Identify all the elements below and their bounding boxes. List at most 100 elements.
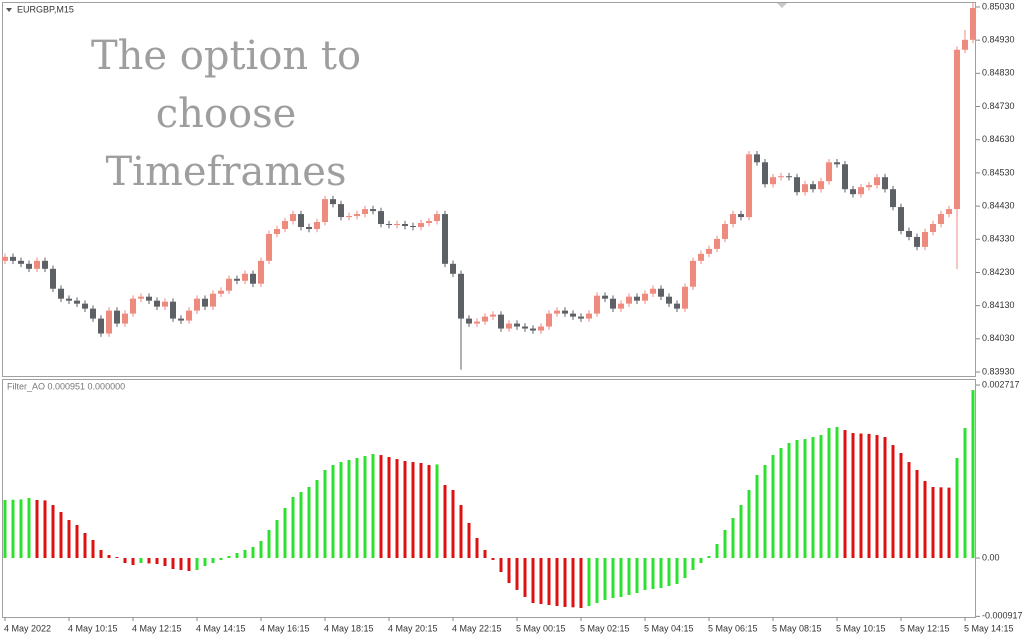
candle-body [906, 230, 912, 237]
candle-body [122, 313, 128, 324]
histogram-bar [827, 428, 831, 558]
y-tick-label: 0.84430 [982, 200, 1015, 210]
candle-body [530, 328, 536, 331]
histogram-bar [555, 557, 559, 606]
histogram-bar [363, 456, 367, 558]
candle-body [962, 39, 968, 50]
candle-body [146, 296, 152, 301]
histogram-bar [867, 433, 871, 558]
histogram-bar [971, 390, 975, 558]
candle-body [42, 260, 48, 269]
histogram-bar [275, 519, 279, 558]
candle-body [674, 303, 680, 309]
candle-body [826, 162, 832, 182]
histogram-bar [763, 465, 767, 558]
histogram-bar [83, 532, 87, 558]
candle-body [594, 295, 600, 314]
candle-body [434, 214, 440, 222]
histogram-bar [451, 490, 455, 558]
y-tick-label: 0.84130 [982, 300, 1015, 310]
histogram-bar [859, 433, 863, 558]
histogram-bar [387, 457, 391, 558]
histogram-bar [611, 557, 615, 598]
histogram-bar [427, 465, 431, 558]
candle-body [258, 260, 264, 284]
histogram-bar [331, 465, 335, 558]
candle-body [218, 290, 224, 294]
x-tick-label: 5 May 04:15 [644, 623, 694, 633]
candle-body [578, 316, 584, 319]
histogram-bar [835, 427, 839, 558]
histogram-bar [227, 556, 231, 558]
candle-body [306, 226, 312, 229]
candle-body [346, 216, 352, 218]
candle-body [514, 323, 520, 327]
histogram-bar [347, 460, 351, 558]
histogram-bar [371, 454, 375, 558]
candle-body [298, 214, 304, 227]
candle-body [50, 268, 56, 289]
candle-body [314, 222, 320, 229]
histogram-bar [51, 505, 55, 558]
candle-body [882, 177, 888, 190]
candle-body [778, 176, 784, 178]
histogram-bar [699, 557, 703, 564]
candle-body [722, 224, 728, 239]
candle-body [26, 263, 32, 269]
x-tick-label: 4 May 20:15 [388, 623, 438, 633]
y-tick-label: 0.84730 [982, 101, 1015, 111]
candle-body [274, 228, 280, 234]
candle-body [898, 207, 904, 231]
candle-body [954, 49, 960, 210]
y-tick-label: 0.83930 [982, 366, 1015, 376]
candle-body [794, 177, 800, 193]
histogram-bar [547, 557, 551, 605]
histogram-bar [739, 505, 743, 558]
candle-body [322, 199, 328, 223]
histogram-bar [507, 557, 511, 584]
histogram-bar [523, 557, 527, 597]
candle-body [618, 303, 624, 309]
histogram-bar [667, 557, 671, 586]
candle-body [210, 293, 216, 307]
histogram-bar [659, 557, 663, 588]
histogram-bar [459, 505, 463, 558]
candle-body [586, 313, 592, 319]
histogram-bar [931, 487, 935, 558]
x-tick-label: 5 May 02:15 [580, 623, 630, 633]
y-tick-label: -0.000917 [982, 611, 1023, 621]
histogram-bar [963, 428, 967, 558]
candle-body [338, 204, 344, 218]
histogram-bar [915, 470, 919, 558]
candle-body [626, 296, 632, 304]
histogram-bar [539, 557, 543, 604]
histogram-bar [939, 487, 943, 558]
histogram-bar [907, 462, 911, 558]
candle-body [162, 301, 168, 307]
symbol-menu-arrow[interactable] [6, 8, 12, 12]
y-tick-label: 0.84330 [982, 234, 1015, 244]
candle-body [202, 298, 208, 307]
indicator-title: Filter_AO 0.000951 0.000000 [7, 381, 125, 391]
candle-body [802, 184, 808, 193]
x-tick-label: 5 May 00:15 [516, 623, 566, 633]
histogram-bar [211, 557, 215, 564]
candle-body [426, 221, 432, 224]
candle-body [450, 263, 456, 274]
histogram-bar [147, 557, 151, 564]
candle-body [386, 224, 392, 226]
histogram-bar [787, 443, 791, 558]
histogram-bar [883, 437, 887, 558]
candle-body [282, 221, 288, 229]
candle-body [194, 298, 200, 311]
histogram-bar [107, 554, 111, 558]
candle-body [634, 296, 640, 301]
candle-body [970, 7, 976, 40]
histogram-bar [563, 557, 567, 607]
candle-body [506, 323, 512, 329]
candle-body [58, 288, 64, 299]
candle-body [402, 224, 408, 227]
histogram-bar [707, 556, 711, 558]
histogram-bar [643, 557, 647, 590]
histogram-bar [891, 445, 895, 558]
